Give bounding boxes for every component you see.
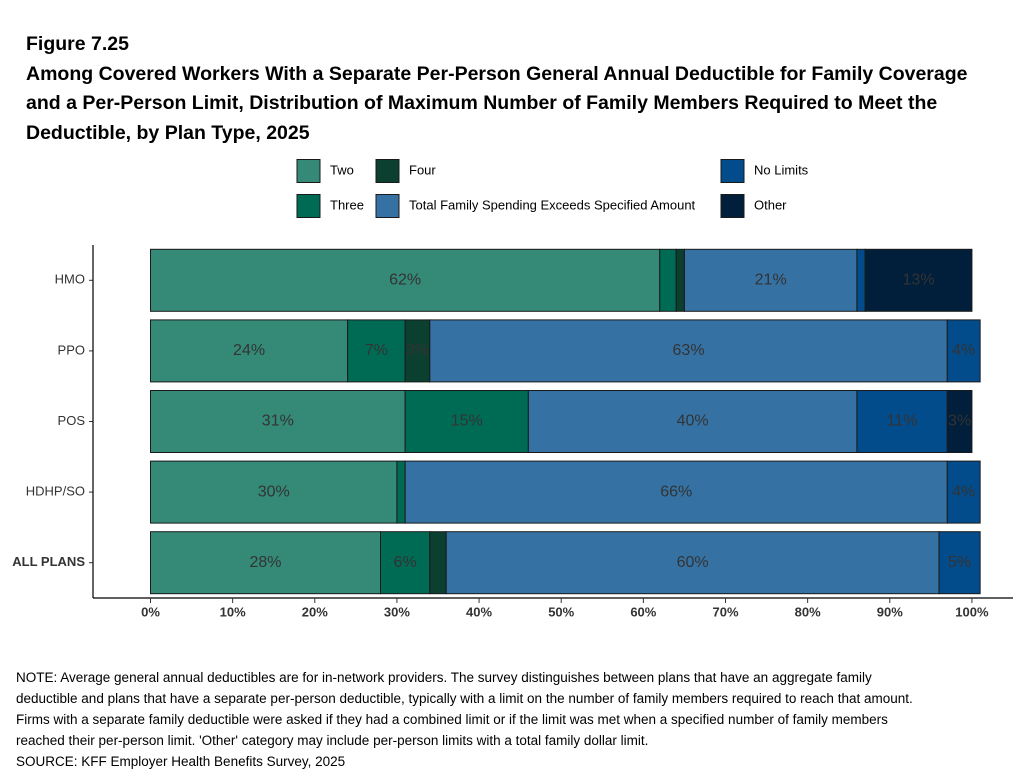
value-label: 60% — [677, 554, 709, 571]
bar-segment — [946, 319, 981, 383]
figure-label: Figure 7.25 — [26, 33, 129, 55]
bar-segment — [856, 248, 866, 312]
y-tick-label: PPO — [58, 342, 85, 357]
legend-swatch — [720, 159, 745, 183]
y-tick-label: HMO — [55, 272, 85, 287]
legend-label: No Limits — [754, 162, 809, 177]
legend-swatch — [296, 159, 321, 183]
bar-segment — [404, 460, 948, 524]
legend-label: Three — [330, 197, 364, 212]
x-tick-label: 80% — [795, 604, 821, 619]
value-label: 28% — [249, 554, 281, 571]
value-label: 40% — [677, 413, 709, 430]
value-label: 30% — [258, 483, 290, 500]
bar-segment — [404, 390, 529, 453]
y-tick-label: ALL PLANS — [12, 554, 85, 569]
value-label: 15% — [451, 413, 483, 430]
value-label: 7% — [365, 342, 388, 359]
bar-segment — [683, 248, 858, 312]
x-tick-label: 0% — [141, 604, 160, 619]
x-tick-label: 60% — [630, 604, 656, 619]
footnote: NOTE: Average general annual deductibles… — [16, 667, 931, 772]
value-label: 3% — [948, 413, 971, 430]
bar-segment — [445, 531, 940, 595]
value-label: 11% — [887, 413, 918, 430]
value-label: 66% — [660, 483, 692, 500]
bar-segment — [946, 390, 973, 453]
value-label: 3% — [406, 342, 429, 359]
header: Figure 7.25 Among Covered Workers With a… — [26, 30, 976, 148]
x-tick-label: 20% — [302, 604, 328, 619]
chart-title: Among Covered Workers With a Separate Pe… — [26, 62, 968, 144]
x-tick-label: 40% — [466, 604, 492, 619]
bar-segment — [347, 319, 406, 383]
bar-segment — [864, 248, 973, 312]
note: NOTE: Average general annual deductibles… — [16, 670, 913, 748]
bar-segment — [946, 460, 981, 524]
value-label: 62% — [389, 272, 421, 289]
x-tick-label: 50% — [548, 604, 574, 619]
legend-swatch — [720, 194, 745, 218]
bar-segment — [404, 319, 431, 383]
x-tick-label: 70% — [712, 604, 738, 619]
bar-segment — [527, 390, 858, 453]
value-label: 63% — [673, 342, 705, 359]
legend-label: Two — [330, 162, 354, 177]
value-label: 5% — [948, 554, 971, 571]
legend-label: Other — [754, 197, 787, 212]
legend-label: Total Family Spending Exceeds Specified … — [409, 197, 696, 212]
value-label: 4% — [952, 483, 975, 500]
bar-segment — [659, 248, 677, 312]
y-tick-label: HDHP/SO — [26, 484, 85, 499]
value-label: 6% — [394, 554, 417, 571]
bar-segment — [938, 531, 981, 595]
bar-segment — [150, 460, 398, 524]
chart: Two Three Four Total Family Spending Exceed… — [12, 159, 1013, 619]
legend-swatch — [375, 194, 400, 218]
bar-segment — [396, 460, 406, 524]
x-tick-label: 30% — [384, 604, 410, 619]
value-label: 31% — [262, 413, 294, 430]
value-label: 4% — [952, 342, 975, 359]
legend-swatch — [375, 159, 400, 183]
x-tick-label: 90% — [877, 604, 903, 619]
value-label: 21% — [755, 272, 787, 289]
legend-swatch — [296, 194, 321, 218]
bar-segment — [856, 390, 948, 453]
x-tick-label: 100% — [955, 604, 989, 619]
value-label: 24% — [233, 342, 265, 359]
legend-label: Four — [409, 162, 436, 177]
value-label: 13% — [903, 272, 935, 289]
source: SOURCE: KFF Employer Health Benefits Sur… — [16, 754, 346, 769]
bar-segment — [150, 531, 381, 595]
bar-segment — [429, 319, 948, 383]
bar-segment — [675, 248, 685, 312]
bar-segment — [150, 319, 349, 383]
y-tick-label: POS — [58, 413, 86, 428]
bar-segment — [150, 390, 406, 453]
bar-segment — [429, 531, 447, 595]
x-tick-label: 10% — [220, 604, 246, 619]
